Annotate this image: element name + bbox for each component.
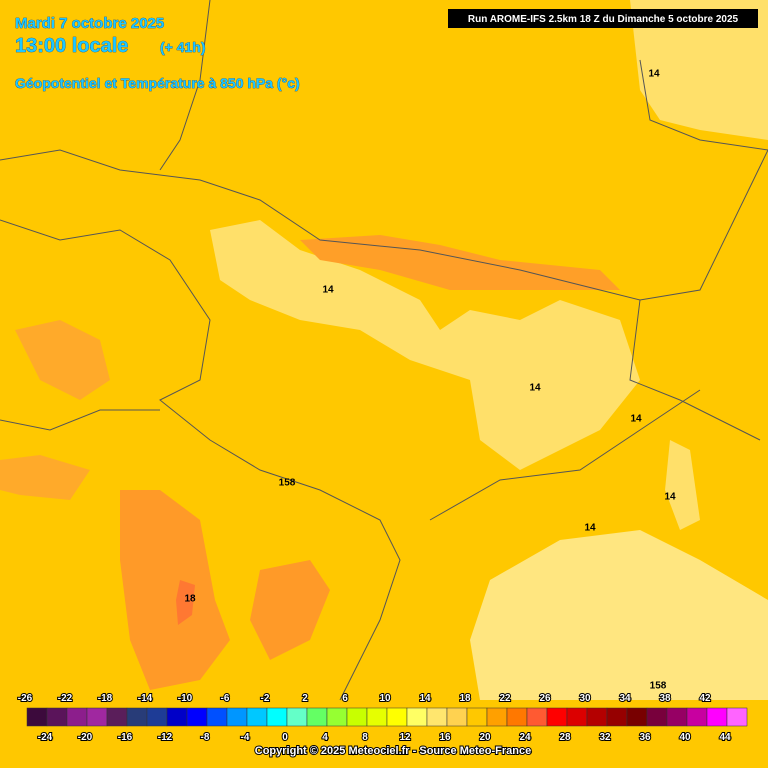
legend-bottom-label: 4: [322, 732, 328, 743]
legend-bottom-label: 28: [559, 732, 571, 743]
legend-swatch: [46, 707, 68, 727]
legend-swatch: [66, 707, 88, 727]
legend-swatch: [86, 707, 108, 727]
legend-bottom-label: 20: [479, 732, 491, 743]
legend-swatch: [706, 707, 728, 727]
legend-bottom-label: 36: [639, 732, 651, 743]
legend-top-label: 22: [499, 693, 511, 704]
legend-top-label: -6: [221, 693, 230, 704]
contour-label: 14: [630, 414, 642, 425]
legend-swatch: [166, 707, 188, 727]
legend-bottom-label: -20: [78, 732, 93, 743]
borders: [0, 0, 768, 701]
legend-swatch: [446, 707, 468, 727]
legend-bottom-label: 40: [679, 732, 691, 743]
contour-label: 18: [184, 594, 196, 605]
contour-label: 158: [279, 478, 296, 489]
legend-bottom-label: -16: [118, 732, 133, 743]
legend-top-label: -10: [178, 693, 193, 704]
legend-swatch: [666, 707, 688, 727]
legend-top-label: 18: [459, 693, 471, 704]
legend-swatch: [266, 707, 288, 727]
forecast-time: 13:00 locale: [15, 35, 128, 57]
legend-top-label: 2: [302, 693, 308, 704]
legend-top-label: 34: [619, 693, 631, 704]
legend-swatch: [306, 707, 328, 727]
legend-top-label: -18: [98, 693, 113, 704]
field-name: Géopotentiel et Température à 850 hPa (°…: [15, 75, 300, 91]
legend-swatch: [346, 707, 368, 727]
legend-swatch: [286, 707, 308, 727]
legend-bottom-label: -24: [38, 732, 53, 743]
legend-bottom-label: 24: [519, 732, 531, 743]
legend-swatch: [626, 707, 648, 727]
header: Mardi 7 octobre 2025 13:00 locale (+ 41h…: [15, 9, 758, 91]
legend-bottom-label: 16: [439, 732, 451, 743]
contour-label: 14: [584, 523, 596, 534]
legend-swatch: [606, 707, 628, 727]
legend-top-label: 30: [579, 693, 591, 704]
legend-swatch: [726, 707, 748, 727]
contour-label: 14: [322, 285, 334, 296]
legend-swatch: [226, 707, 248, 727]
legend-bottom-label: -8: [201, 732, 210, 743]
legend-top-label: 10: [379, 693, 391, 704]
legend-top-label: -22: [58, 693, 73, 704]
legend-swatch: [406, 707, 428, 727]
legend-bottom-label: 32: [599, 732, 611, 743]
legend-swatch: [26, 707, 48, 727]
contour-label: 14: [664, 492, 676, 503]
legend-swatch: [326, 707, 348, 727]
legend-top-label: 42: [699, 693, 711, 704]
legend-swatch: [426, 707, 448, 727]
legend-swatch: [526, 707, 548, 727]
legend-swatch: [586, 707, 608, 727]
legend-bottom-label: 8: [362, 732, 368, 743]
legend-swatch: [126, 707, 148, 727]
legend-swatch: [566, 707, 588, 727]
legend-top-label: -26: [18, 693, 33, 704]
legend-top-label: -14: [138, 693, 153, 704]
color-legend: -26 -22 -18 -14 -10 -6 -2 2 6 10 14 18 22 26 30 34 38 42-…: [17, 692, 748, 744]
legend-swatch: [506, 707, 528, 727]
lead-time: (+ 41h): [160, 39, 206, 55]
legend-bottom-label: -4: [241, 732, 250, 743]
legend-swatch: [246, 707, 268, 727]
legend-swatch: [186, 707, 208, 727]
forecast-date: Mardi 7 octobre 2025: [15, 15, 164, 32]
temperature-fields: [0, 0, 768, 700]
legend-swatch: [366, 707, 388, 727]
legend-top-label: -2: [261, 693, 270, 704]
legend-swatch: [486, 707, 508, 727]
legend-top-label: 14: [419, 693, 431, 704]
contour-label: 158: [650, 681, 667, 692]
legend-swatch: [386, 707, 408, 727]
run-box: [448, 9, 758, 28]
legend-top-label: 38: [659, 693, 671, 704]
contour-label: 14: [529, 383, 541, 394]
legend-swatch: [206, 707, 228, 727]
legend-swatch: [146, 707, 168, 727]
legend-swatch: [646, 707, 668, 727]
legend-bottom-label: 12: [399, 732, 411, 743]
legend-bottom-label: -12: [158, 732, 173, 743]
copyright: Copyright © 2025 Meteociel.fr - Source M…: [255, 745, 531, 757]
legend-bottom-label: 0: [282, 732, 288, 743]
legend-top-label: 6: [342, 693, 348, 704]
legend-swatch: [106, 707, 128, 727]
legend-swatch: [686, 707, 708, 727]
map-labels: 14 14 14 14 14 14 158 18 158: [184, 69, 676, 692]
legend-bottom-label: 44: [719, 732, 731, 743]
legend-swatch: [546, 707, 568, 727]
run-info: Run AROME-IFS 2.5km 18 Z du Dimanche 5 o…: [468, 14, 739, 25]
legend-swatch: [466, 707, 488, 727]
contour-label: 14: [648, 69, 660, 80]
legend-top-label: 26: [539, 693, 551, 704]
